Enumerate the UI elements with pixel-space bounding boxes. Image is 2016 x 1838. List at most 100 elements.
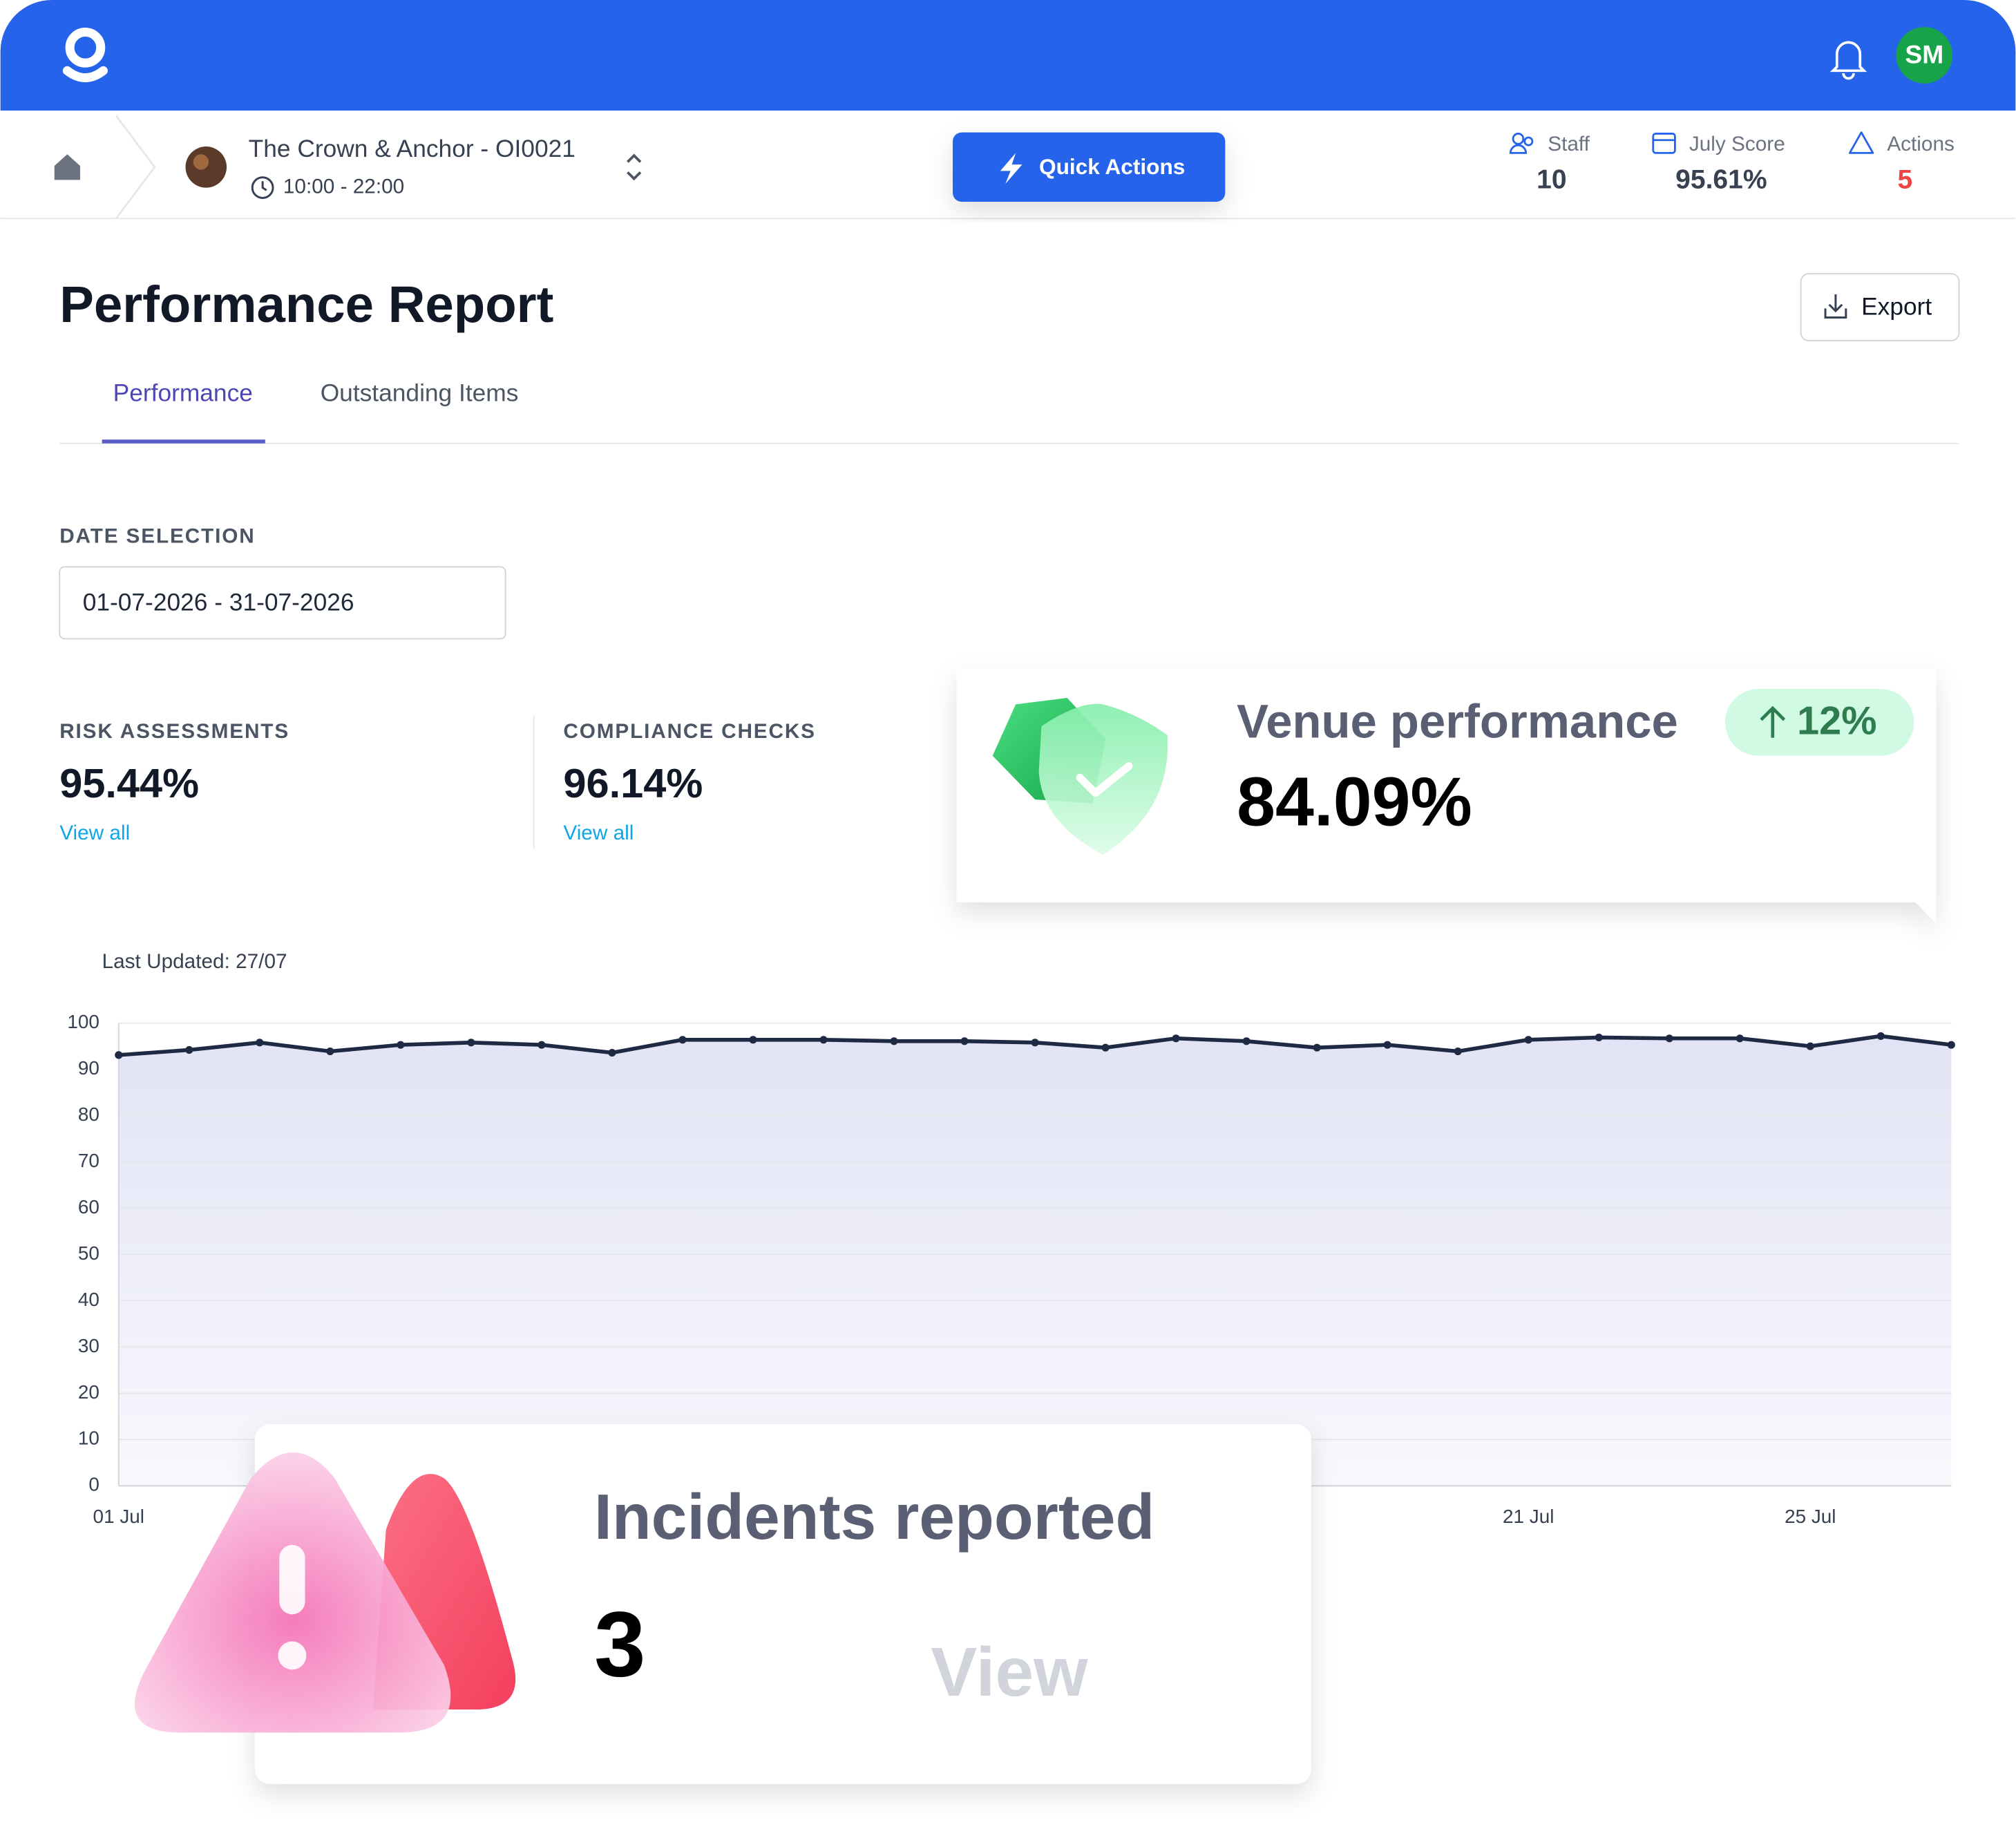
stat-value: 10 [1537,165,1566,195]
x-tick-label: 01 Jul [93,1506,144,1527]
point [1031,1039,1039,1047]
bell-icon[interactable] [1829,41,1867,80]
clock-hands [261,181,267,191]
point [1595,1033,1603,1042]
chart-subtitle: Last Updated: 27/07 [102,950,287,973]
x-tick-label: 21 Jul [1503,1506,1554,1527]
point [397,1041,405,1049]
card-bg [956,668,1937,923]
avatar[interactable] [1896,27,1953,84]
card-bg [254,1424,1311,1784]
y-tick-label: 70 [78,1150,99,1171]
point [678,1036,687,1044]
y-tick-label: 100 [67,1011,99,1032]
y-tick-label: 30 [78,1335,99,1356]
avatar-initials: SM [1905,40,1943,69]
stat-value: 5 [1898,165,1913,195]
metric-label: RISK ASSESSMENTS [59,720,289,743]
point [1806,1042,1814,1050]
stat-value: 95.61% [1675,165,1767,195]
area [118,1036,1952,1486]
point [1876,1032,1885,1041]
quick-actions-label: Quick Actions [1039,154,1185,179]
change-value: 12% [1797,699,1876,743]
y-tick-label: 10 [78,1428,99,1449]
metric-value: 95.44% [59,760,199,806]
point [256,1039,264,1047]
point [1172,1034,1180,1043]
point [1313,1043,1321,1052]
point [1454,1047,1462,1056]
incidents-card: Incidents reported 3 View [134,1424,1311,1784]
alert-mark [279,1544,305,1615]
point [538,1041,546,1049]
date-value: 01-07-2026 - 31-07-2026 [83,589,354,616]
point [890,1037,898,1045]
quick-actions-bg [953,132,1226,202]
y-tick-label: 0 [88,1474,99,1495]
y-tick-label: 90 [78,1057,99,1079]
home-icon[interactable] [54,154,80,180]
point [608,1048,616,1057]
score-stat: July Score 95.61% [1652,133,1785,195]
incidents-value: 3 [594,1593,645,1696]
up-arrow [1760,705,1786,738]
tab[interactable]: Outstanding Items [321,379,519,406]
point [1383,1041,1391,1049]
metric-label: COMPLIANCE CHECKS [563,720,815,743]
metric-value: 96.14% [563,760,703,806]
venue-switcher[interactable] [627,153,642,181]
staff-stat: Staff 10 [1509,133,1590,195]
point [1947,1041,1955,1049]
logo[interactable] [62,27,108,83]
export-label: Export [1861,294,1932,321]
page-title: Performance Report [59,276,553,333]
top-bar [0,0,2016,111]
export-bg [1800,273,1960,341]
point [115,1051,123,1059]
breadcrumb-separator [115,115,156,220]
point [1524,1036,1532,1044]
y-tick-label: 40 [78,1289,99,1310]
x-tick-label: 25 Jul [1785,1506,1836,1527]
date-input[interactable] [59,566,506,640]
venue-name: The Crown & Anchor - OI0021 [249,135,576,162]
venue-performance-card: Venue performance 84.09% 12% [956,668,1937,923]
quick-actions-button[interactable]: Quick Actions [953,132,1226,202]
y-tick-label: 60 [78,1196,99,1218]
point [819,1036,828,1044]
y-tick-label: 50 [78,1242,99,1264]
venue-hours: 10:00 - 22:00 [283,175,404,198]
date-label: DATE SELECTION [59,524,255,547]
stat-label: Actions [1887,133,1955,155]
metric-link[interactable]: View all [563,822,634,844]
change-badge [1724,689,1914,756]
incidents-title: Incidents reported [594,1481,1154,1553]
tab-active[interactable]: Performance [113,379,253,406]
alert-dot [278,1641,307,1670]
y-tick-label: 20 [78,1381,99,1403]
point [185,1045,193,1054]
stat-label: Staff [1548,133,1590,155]
clock-icon [251,176,274,199]
point [1101,1043,1110,1052]
point [326,1047,334,1056]
y-tick-label: 80 [78,1103,99,1125]
tab-underline [102,439,265,444]
export-icon [1824,294,1847,319]
point [960,1037,969,1045]
venue-performance-title: Venue performance [1237,694,1678,748]
point [467,1039,475,1047]
actions-stat[interactable]: Actions 5 [1848,131,1955,195]
point [1665,1034,1673,1043]
incidents-view[interactable]: View [931,1633,1088,1711]
point [1736,1034,1744,1043]
export-button[interactable]: Export [1800,273,1960,341]
shield-front [1038,703,1168,855]
shield-check [1076,762,1133,797]
metric-link[interactable]: View all [59,822,130,844]
stat-label: July Score [1689,133,1785,155]
